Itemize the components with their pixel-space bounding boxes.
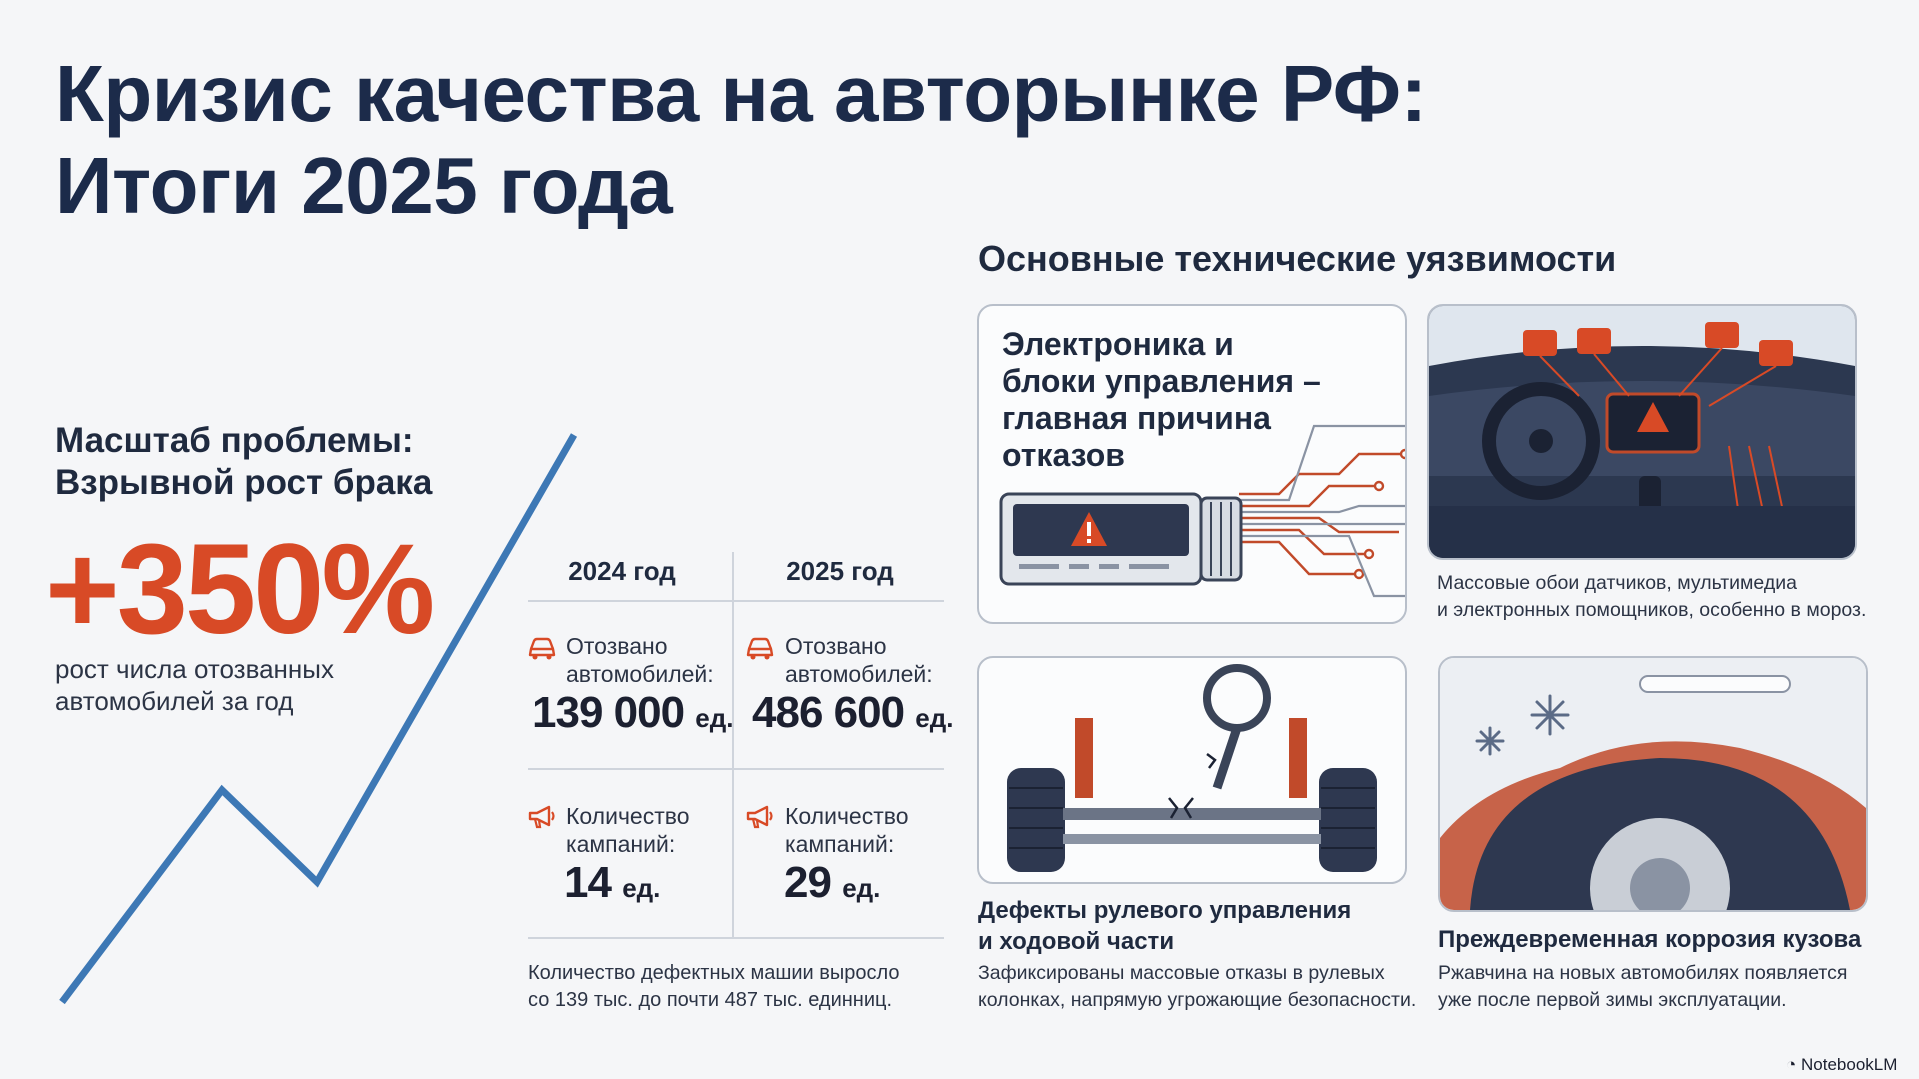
campaigns-value-2024: 14 ед. [564,858,660,913]
card-steering-title-line-1: Дефекты рулевого управления [978,897,1352,924]
campaigns-number-2024: 14 [564,858,612,907]
recalled-unit-2025: ед. [915,703,954,733]
card-steering-caption: Зафиксированы массовые отказы в рулевых … [978,960,1418,1014]
title-line-2: Итоги 2025 года [55,141,673,230]
card-corrosion-caption-line-2: уже после первой зимы эксплуатации. [1438,989,1787,1011]
scale-heading-line-1: Масштаб проблемы: [55,421,414,460]
card-electronics-title: Электроника и блоки управления – главная… [1002,326,1362,474]
card-steering-caption-line-1: Зафиксированы массовые отказы в рулевых [978,962,1385,984]
scale-heading-line-2: Взрывной рост брака [55,463,433,502]
campaigns-label-2025: Количество кампаний: [785,802,909,858]
card-electronics-title-line-4: отказов [1002,437,1125,473]
notebooklm-icon: ◔ [1786,1055,1797,1074]
corrosion-illustration [1440,658,1866,910]
card-dashboard-caption-line-2: и электронных помощников, особенно в мор… [1437,599,1867,621]
dashboard-illustration [1429,306,1855,558]
megaphone-icon [528,805,555,829]
table-divider-vertical [732,552,734,937]
campaigns-label-2024: Количество кампаний: [566,802,690,858]
car-icon [746,637,774,660]
table-divider-middle [528,768,944,770]
growth-percent: +350% [45,518,435,661]
table-divider-bottom [528,937,944,939]
campaigns-label-2025-line-1: Количество [785,803,909,829]
campaigns-label-2024-line-1: Количество [566,803,690,829]
ecu-module-illustration [999,424,1405,598]
card-electronics-title-line-3: главная причина [1002,400,1271,436]
card-corrosion-caption: Ржавчина на новых автомобилях появляется… [1438,960,1878,1014]
card-dashboard [1427,304,1857,560]
campaigns-label-2025-line-2: кампаний: [785,831,895,857]
col-header-2025: 2025 год [786,556,894,586]
growth-caption-line-1: рост числа отозванных [55,654,334,684]
recalled-label-2025-line-2: автомобилей: [785,661,933,687]
card-corrosion [1438,656,1868,912]
campaigns-value-2025: 29 ед. [784,858,880,913]
card-corrosion-title: Преждевременная коррозия кузова [1438,926,1862,953]
card-electronics [977,304,1407,624]
campaigns-number-2025: 29 [784,858,832,907]
table-note-line-1: Количество дефектных машии выросло [528,962,900,984]
growth-caption: рост числа отозванных автомобилей за год [55,653,455,717]
recalled-label-2024-line-2: автомобилей: [566,661,714,687]
card-dashboard-caption: Массовые обои датчиков, мультимедиа и эл… [1437,570,1877,624]
campaigns-unit-2025: ед. [842,873,881,903]
recalled-number-2025: 486 600 [752,688,905,737]
car-icon [528,637,556,660]
recalled-value-2024: 139 000 ед. [532,688,733,743]
table-note: Количество дефектных машии выросло со 13… [528,960,948,1014]
card-steering-caption-line-2: колонках, напрямую угрожающие безопаснос… [978,989,1417,1011]
recalled-unit-2024: ед. [695,703,734,733]
campaigns-unit-2024: ед. [622,873,661,903]
trend-line [59,433,578,1005]
title-line-1: Кризис качества на авторынке РФ: [55,49,1427,138]
card-steering-title: Дефекты рулевого управления и ходовой ча… [978,895,1408,957]
notebooklm-logo: ◔ NotebookLM [1786,1055,1897,1075]
card-electronics-title-line-1: Электроника и [1002,326,1234,362]
recalled-value-2025: 486 600 ед. [752,688,953,743]
card-steering [977,656,1407,884]
table-divider-top [528,600,944,602]
table-note-line-2: со 139 тыс. до почти 487 тыс. единниц. [528,989,893,1011]
page-title: Кризис качества на авторынке РФ: Итоги 2… [55,48,1555,232]
card-electronics-title-line-2: блоки управления – [1002,363,1321,399]
growth-caption-line-2: автомобилей за год [55,686,294,716]
recalled-label-2024-line-1: Отозвано [566,633,668,659]
steering-suspension-illustration [1007,664,1377,872]
card-steering-title-line-2: и ходовой части [978,928,1175,955]
recalled-number-2024: 139 000 [532,688,685,737]
vulnerabilities-heading: Основные технические уязвимости [978,238,1617,279]
scale-heading: Масштаб проблемы: Взрывной рост брака [55,420,515,504]
card-dashboard-caption-line-1: Массовые обои датчиков, мультимедиа [1437,572,1797,594]
card-corrosion-caption-line-1: Ржавчина на новых автомобилях появляется [1438,962,1848,984]
recalled-label-2025-line-1: Отозвано [785,633,887,659]
megaphone-icon [746,805,773,829]
col-header-2024: 2024 год [568,556,676,586]
recalled-label-2024: Отозвано автомобилей: [566,632,714,688]
campaigns-label-2024-line-2: кампаний: [566,831,676,857]
notebooklm-label: NotebookLM [1801,1055,1898,1074]
recalled-label-2025: Отозвано автомобилей: [785,632,933,688]
